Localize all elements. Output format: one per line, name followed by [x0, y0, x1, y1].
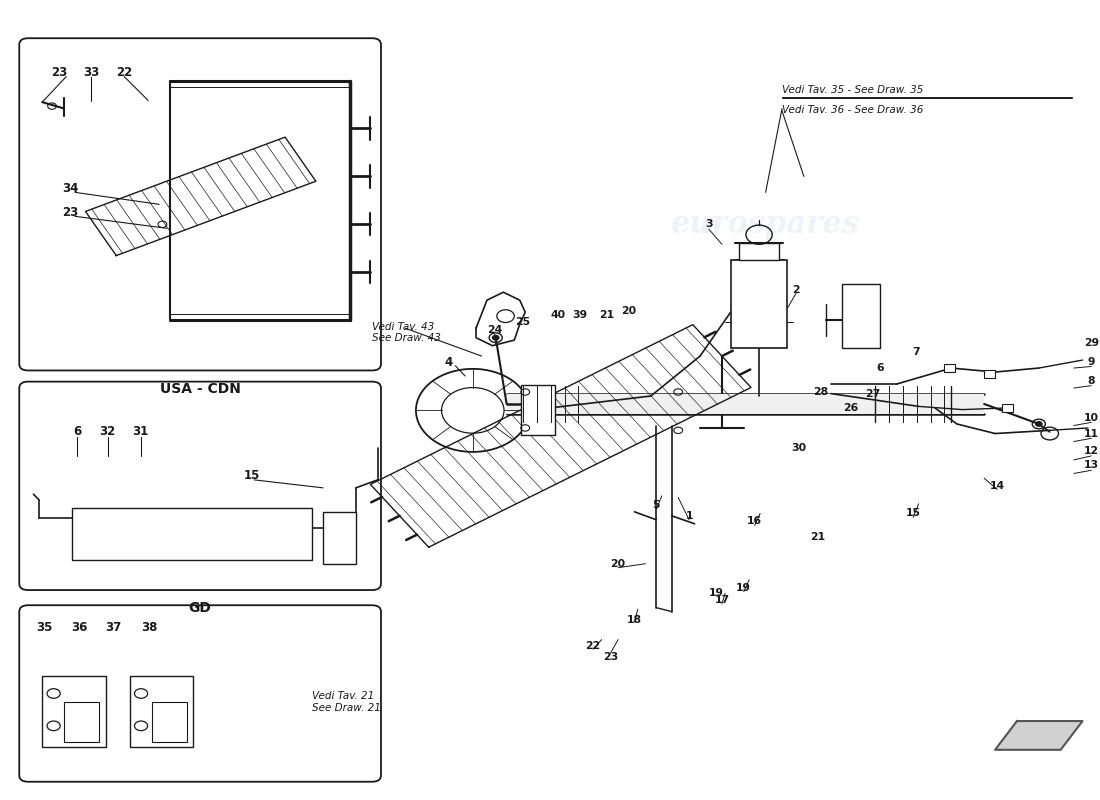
- Text: 20: 20: [621, 306, 637, 315]
- Text: 38: 38: [141, 621, 157, 634]
- Text: 7: 7: [913, 347, 921, 357]
- Text: GD: GD: [189, 602, 211, 615]
- Text: 36: 36: [72, 621, 88, 634]
- Bar: [739, 242, 779, 260]
- Text: 8: 8: [1088, 376, 1094, 386]
- Bar: [42, 675, 106, 747]
- Text: 19: 19: [736, 582, 751, 593]
- Text: 12: 12: [1084, 446, 1099, 456]
- Bar: [507, 394, 984, 414]
- Text: 35: 35: [36, 621, 53, 634]
- Bar: [323, 512, 355, 564]
- Text: 24: 24: [487, 325, 503, 334]
- Text: 21: 21: [811, 532, 826, 542]
- Bar: [843, 284, 880, 348]
- Text: 23: 23: [52, 66, 68, 79]
- Text: 19: 19: [708, 588, 724, 598]
- Text: Vedi Tav. 43
See Draw. 43: Vedi Tav. 43 See Draw. 43: [372, 322, 441, 343]
- Text: Vedi Tav. 21
See Draw. 21: Vedi Tav. 21 See Draw. 21: [312, 691, 381, 713]
- Text: 17: 17: [714, 594, 729, 605]
- Bar: [984, 370, 996, 378]
- Polygon shape: [996, 721, 1082, 750]
- Text: 23: 23: [603, 652, 618, 662]
- Text: USA - CDN: USA - CDN: [160, 382, 241, 396]
- Text: 20: 20: [610, 558, 626, 569]
- Text: 10: 10: [1084, 413, 1099, 422]
- Bar: [944, 364, 955, 372]
- Text: 4: 4: [444, 356, 453, 369]
- Text: 11: 11: [1084, 429, 1099, 438]
- Text: 32: 32: [100, 426, 116, 438]
- Bar: [72, 508, 312, 560]
- Text: 26: 26: [844, 403, 858, 413]
- Text: 1: 1: [685, 510, 693, 521]
- Text: Vedi Tav. 35 - See Draw. 35: Vedi Tav. 35 - See Draw. 35: [782, 85, 923, 94]
- Text: 5: 5: [652, 501, 660, 510]
- Text: 39: 39: [572, 310, 587, 319]
- Text: 6: 6: [73, 426, 81, 438]
- Bar: [521, 386, 556, 435]
- Text: 40: 40: [550, 310, 565, 319]
- Text: 30: 30: [791, 443, 806, 453]
- Text: 34: 34: [63, 182, 79, 195]
- Bar: [730, 260, 788, 348]
- Text: 14: 14: [990, 482, 1004, 491]
- Bar: [65, 702, 99, 742]
- Circle shape: [493, 335, 499, 340]
- Text: 15: 15: [244, 470, 261, 482]
- Text: 16: 16: [747, 516, 762, 526]
- Text: 22: 22: [585, 641, 601, 651]
- Text: 3: 3: [705, 219, 713, 230]
- Text: 21: 21: [600, 310, 615, 319]
- Text: 9: 9: [1088, 357, 1094, 366]
- Bar: [1002, 404, 1013, 412]
- Text: 37: 37: [106, 621, 121, 634]
- Text: eurospares: eurospares: [671, 209, 860, 240]
- FancyBboxPatch shape: [20, 382, 381, 590]
- FancyBboxPatch shape: [20, 38, 381, 370]
- Text: 25: 25: [516, 317, 530, 326]
- Text: 33: 33: [84, 66, 99, 79]
- Text: 2: 2: [792, 285, 800, 294]
- Text: 31: 31: [132, 426, 148, 438]
- Circle shape: [1035, 422, 1042, 426]
- Text: 29: 29: [1084, 338, 1099, 347]
- Text: 6: 6: [877, 363, 884, 373]
- FancyBboxPatch shape: [20, 606, 381, 782]
- Bar: [152, 702, 187, 742]
- Text: 18: 18: [627, 614, 642, 625]
- Text: 28: 28: [813, 387, 828, 397]
- Text: 27: 27: [865, 389, 880, 398]
- Text: 23: 23: [63, 206, 79, 219]
- Text: 15: 15: [905, 509, 921, 518]
- Bar: [130, 675, 192, 747]
- Text: 13: 13: [1084, 461, 1099, 470]
- Text: Vedi Tav. 36 - See Draw. 36: Vedi Tav. 36 - See Draw. 36: [782, 105, 923, 114]
- Text: eurospares: eurospares: [98, 197, 286, 228]
- Text: 22: 22: [117, 66, 132, 79]
